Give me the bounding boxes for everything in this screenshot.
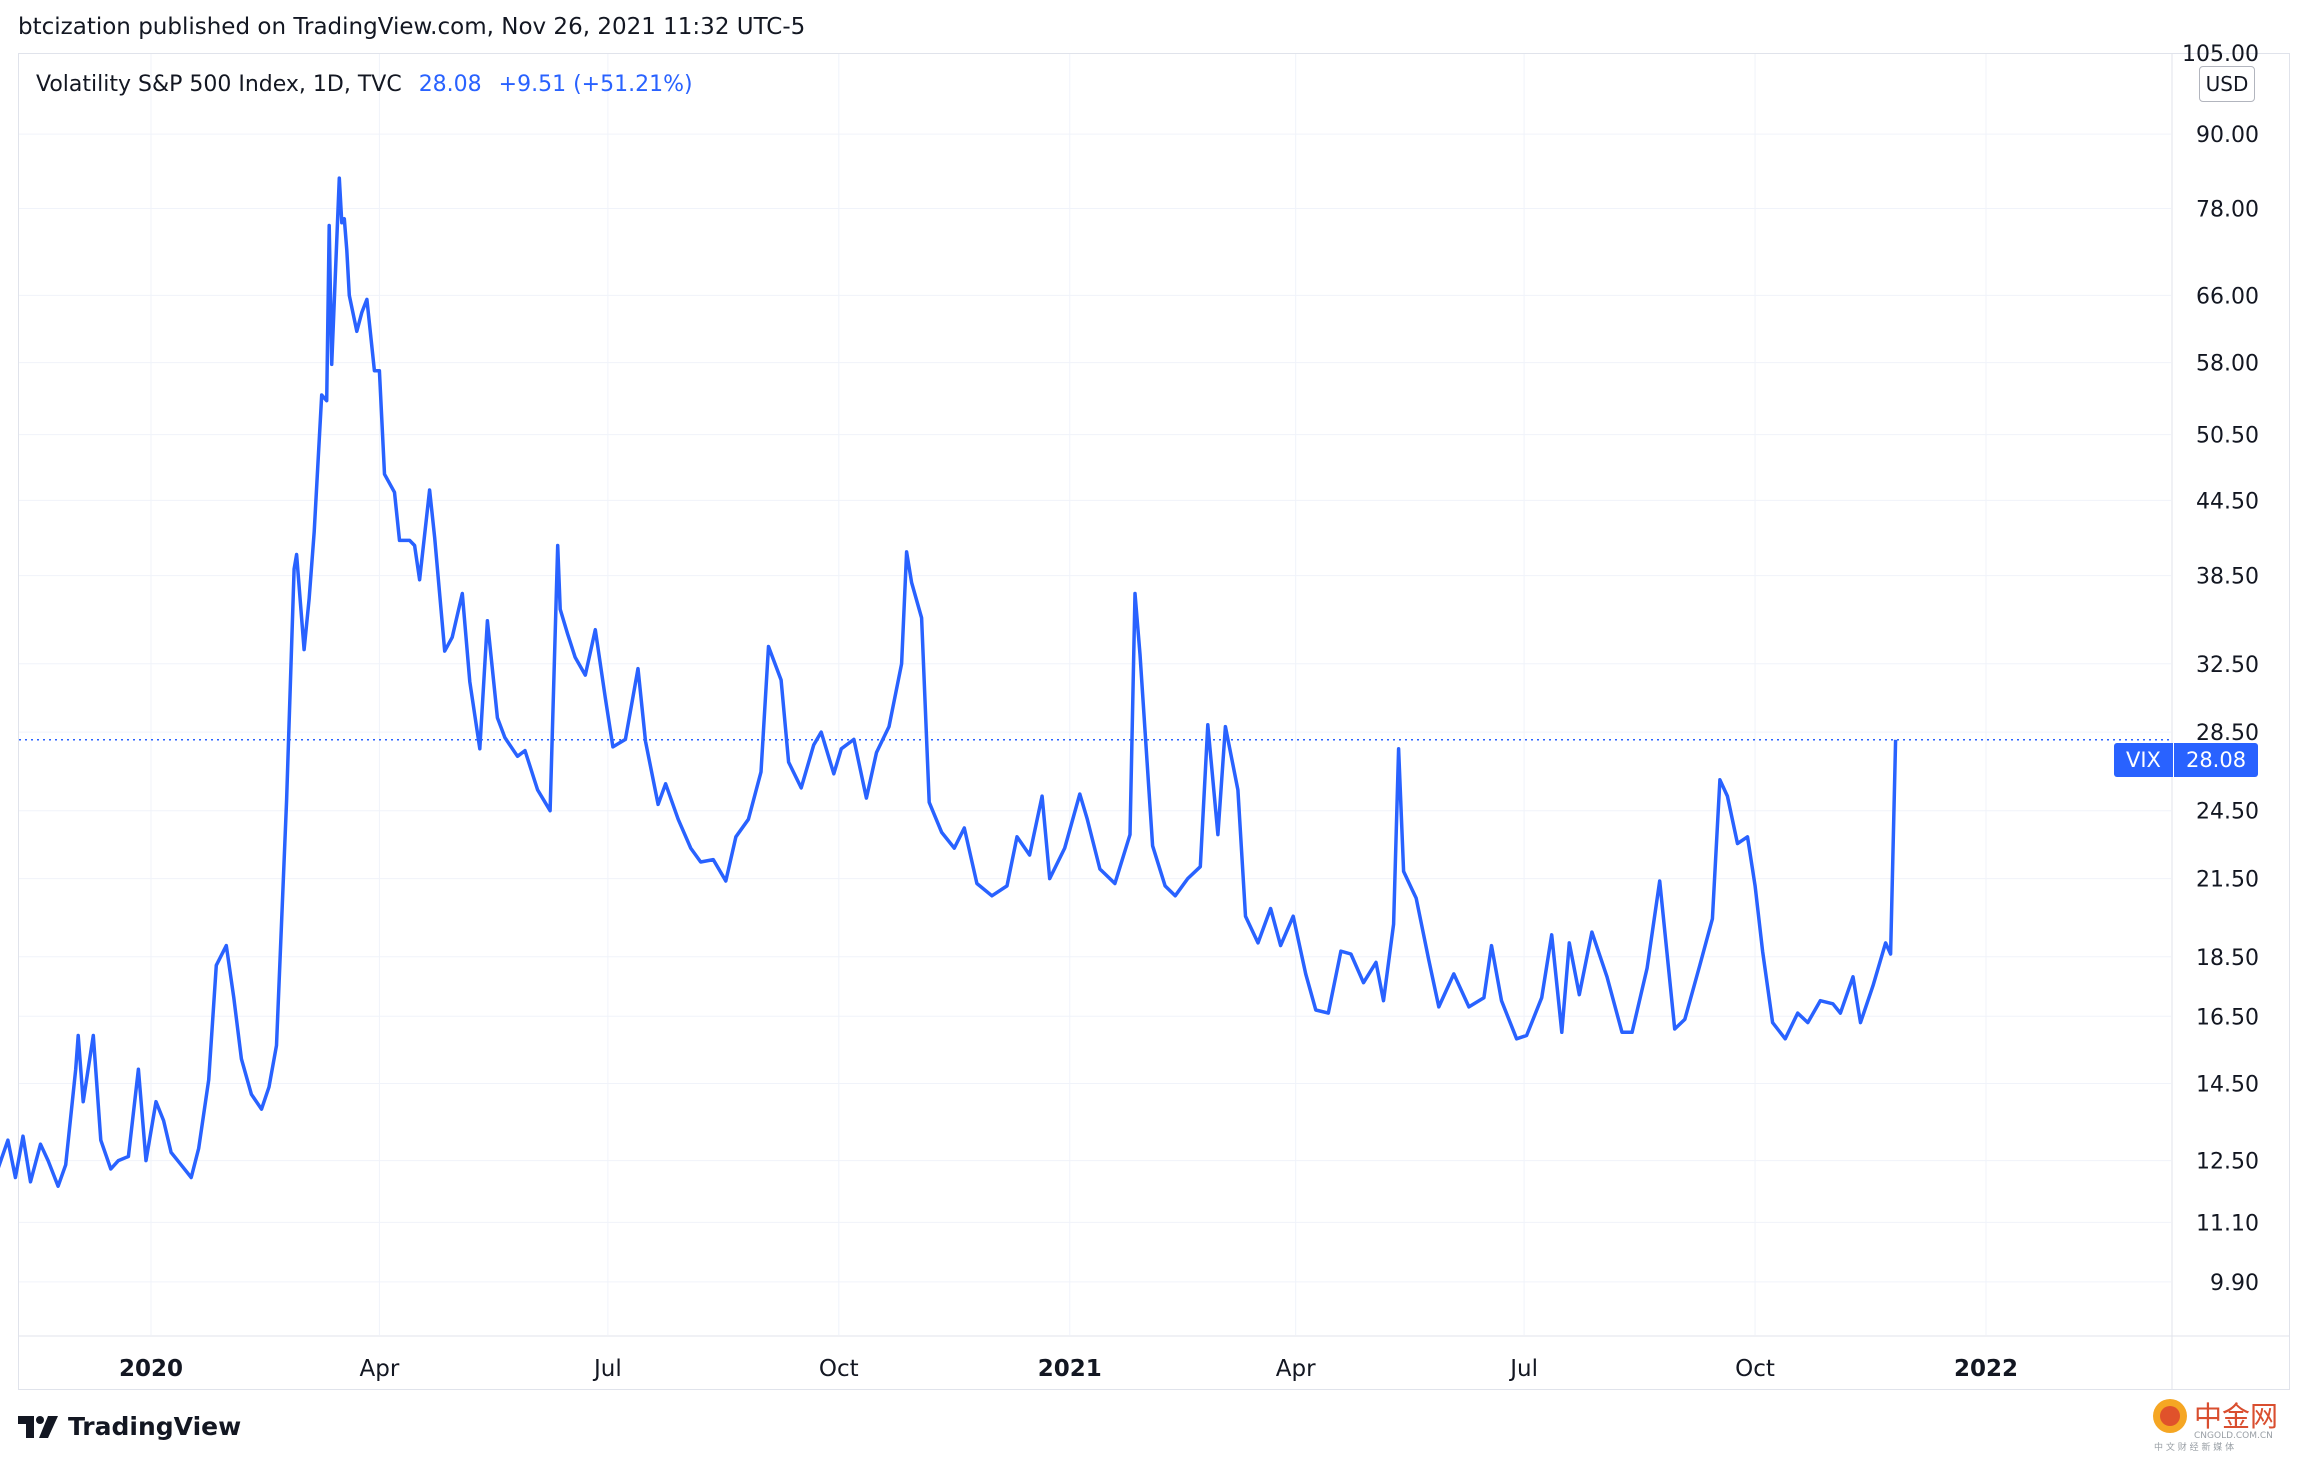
x-tick-label: Jul xyxy=(592,1356,622,1382)
cngold-site: CNGOLD.COM.CN xyxy=(2194,1431,2273,1441)
x-tick-label: 2022 xyxy=(1954,1356,2018,1382)
x-tick-label: Oct xyxy=(1735,1356,1775,1382)
x-tick-label: Oct xyxy=(819,1356,859,1382)
y-tick-label: 9.90 xyxy=(2210,1271,2259,1296)
y-tick-label: 32.50 xyxy=(2196,653,2259,678)
y-tick-label: 78.00 xyxy=(2196,198,2259,223)
chart-legend: Volatility S&P 500 Index, 1D, TVC 28.08 … xyxy=(36,72,693,97)
cngold-tagline: 中 文 财 经 新 媒 体 xyxy=(2154,1441,2234,1452)
grid-lines xyxy=(19,54,2171,1335)
vix-series-line xyxy=(0,176,1898,1188)
y-tick-label: 28.50 xyxy=(2196,721,2259,746)
y-tick-label: 11.10 xyxy=(2196,1211,2259,1236)
tradingview-logo-icon xyxy=(18,1415,58,1438)
y-tick-label: 44.50 xyxy=(2196,489,2259,514)
tradingview-logo-text: TradingView xyxy=(68,1412,242,1441)
x-tick-label: 2021 xyxy=(1038,1356,1102,1382)
legend-last-value: 28.08 xyxy=(418,72,482,97)
legend-symbol: Volatility S&P 500 Index, 1D, TVC xyxy=(36,72,402,97)
cngold-chinese-name: 中金网 xyxy=(2194,1400,2278,1433)
chart-pane[interactable] xyxy=(18,53,2290,1390)
y-tick-label: 58.00 xyxy=(2196,352,2259,377)
x-tick-label: Jul xyxy=(1508,1356,1538,1382)
currency-button[interactable]: USD xyxy=(2199,66,2255,102)
y-tick-label: 50.50 xyxy=(2196,424,2259,449)
last-price-tag: VIX 28.08 xyxy=(2114,743,2259,777)
price-tag-value: 28.08 xyxy=(2173,743,2259,777)
x-tick-label: Apr xyxy=(1276,1356,1316,1382)
y-tick-label: 90.00 xyxy=(2196,123,2259,148)
y-tick-label: 12.50 xyxy=(2196,1150,2259,1175)
price-scale[interactable]: 90.00 78.00 66.00 58.00 50.50 44.50 38.50 32.50… xyxy=(2182,42,2259,1296)
x-tick-label: Apr xyxy=(360,1356,400,1382)
tradingview-logo[interactable]: TradingView xyxy=(18,1412,241,1441)
y-tick-label: 21.50 xyxy=(2196,868,2259,893)
y-tick-label: 18.50 xyxy=(2196,946,2259,971)
x-tick-label: 2020 xyxy=(119,1356,183,1382)
y-tick-label: 38.50 xyxy=(2196,565,2259,590)
cngold-watermark: 中金网 CNGOLD.COM.CN 中 文 财 经 新 媒 体 xyxy=(2153,1399,2278,1452)
time-scale[interactable]: 2020 Apr Jul Oct 2021 Apr Jul Oct 2022 xyxy=(119,1356,2018,1382)
y-tick-label: 16.50 xyxy=(2196,1005,2259,1030)
y-tick-label: 24.50 xyxy=(2196,800,2259,825)
y-tick-label-top: 105.00 xyxy=(2182,42,2259,67)
legend-change: +9.51 (+51.21%) xyxy=(498,72,693,97)
published-caption: btcization published on TradingView.com,… xyxy=(18,14,806,40)
y-tick-label: 14.50 xyxy=(2196,1072,2259,1097)
y-tick-label: 66.00 xyxy=(2196,284,2259,309)
price-tag-symbol: VIX xyxy=(2114,743,2174,777)
